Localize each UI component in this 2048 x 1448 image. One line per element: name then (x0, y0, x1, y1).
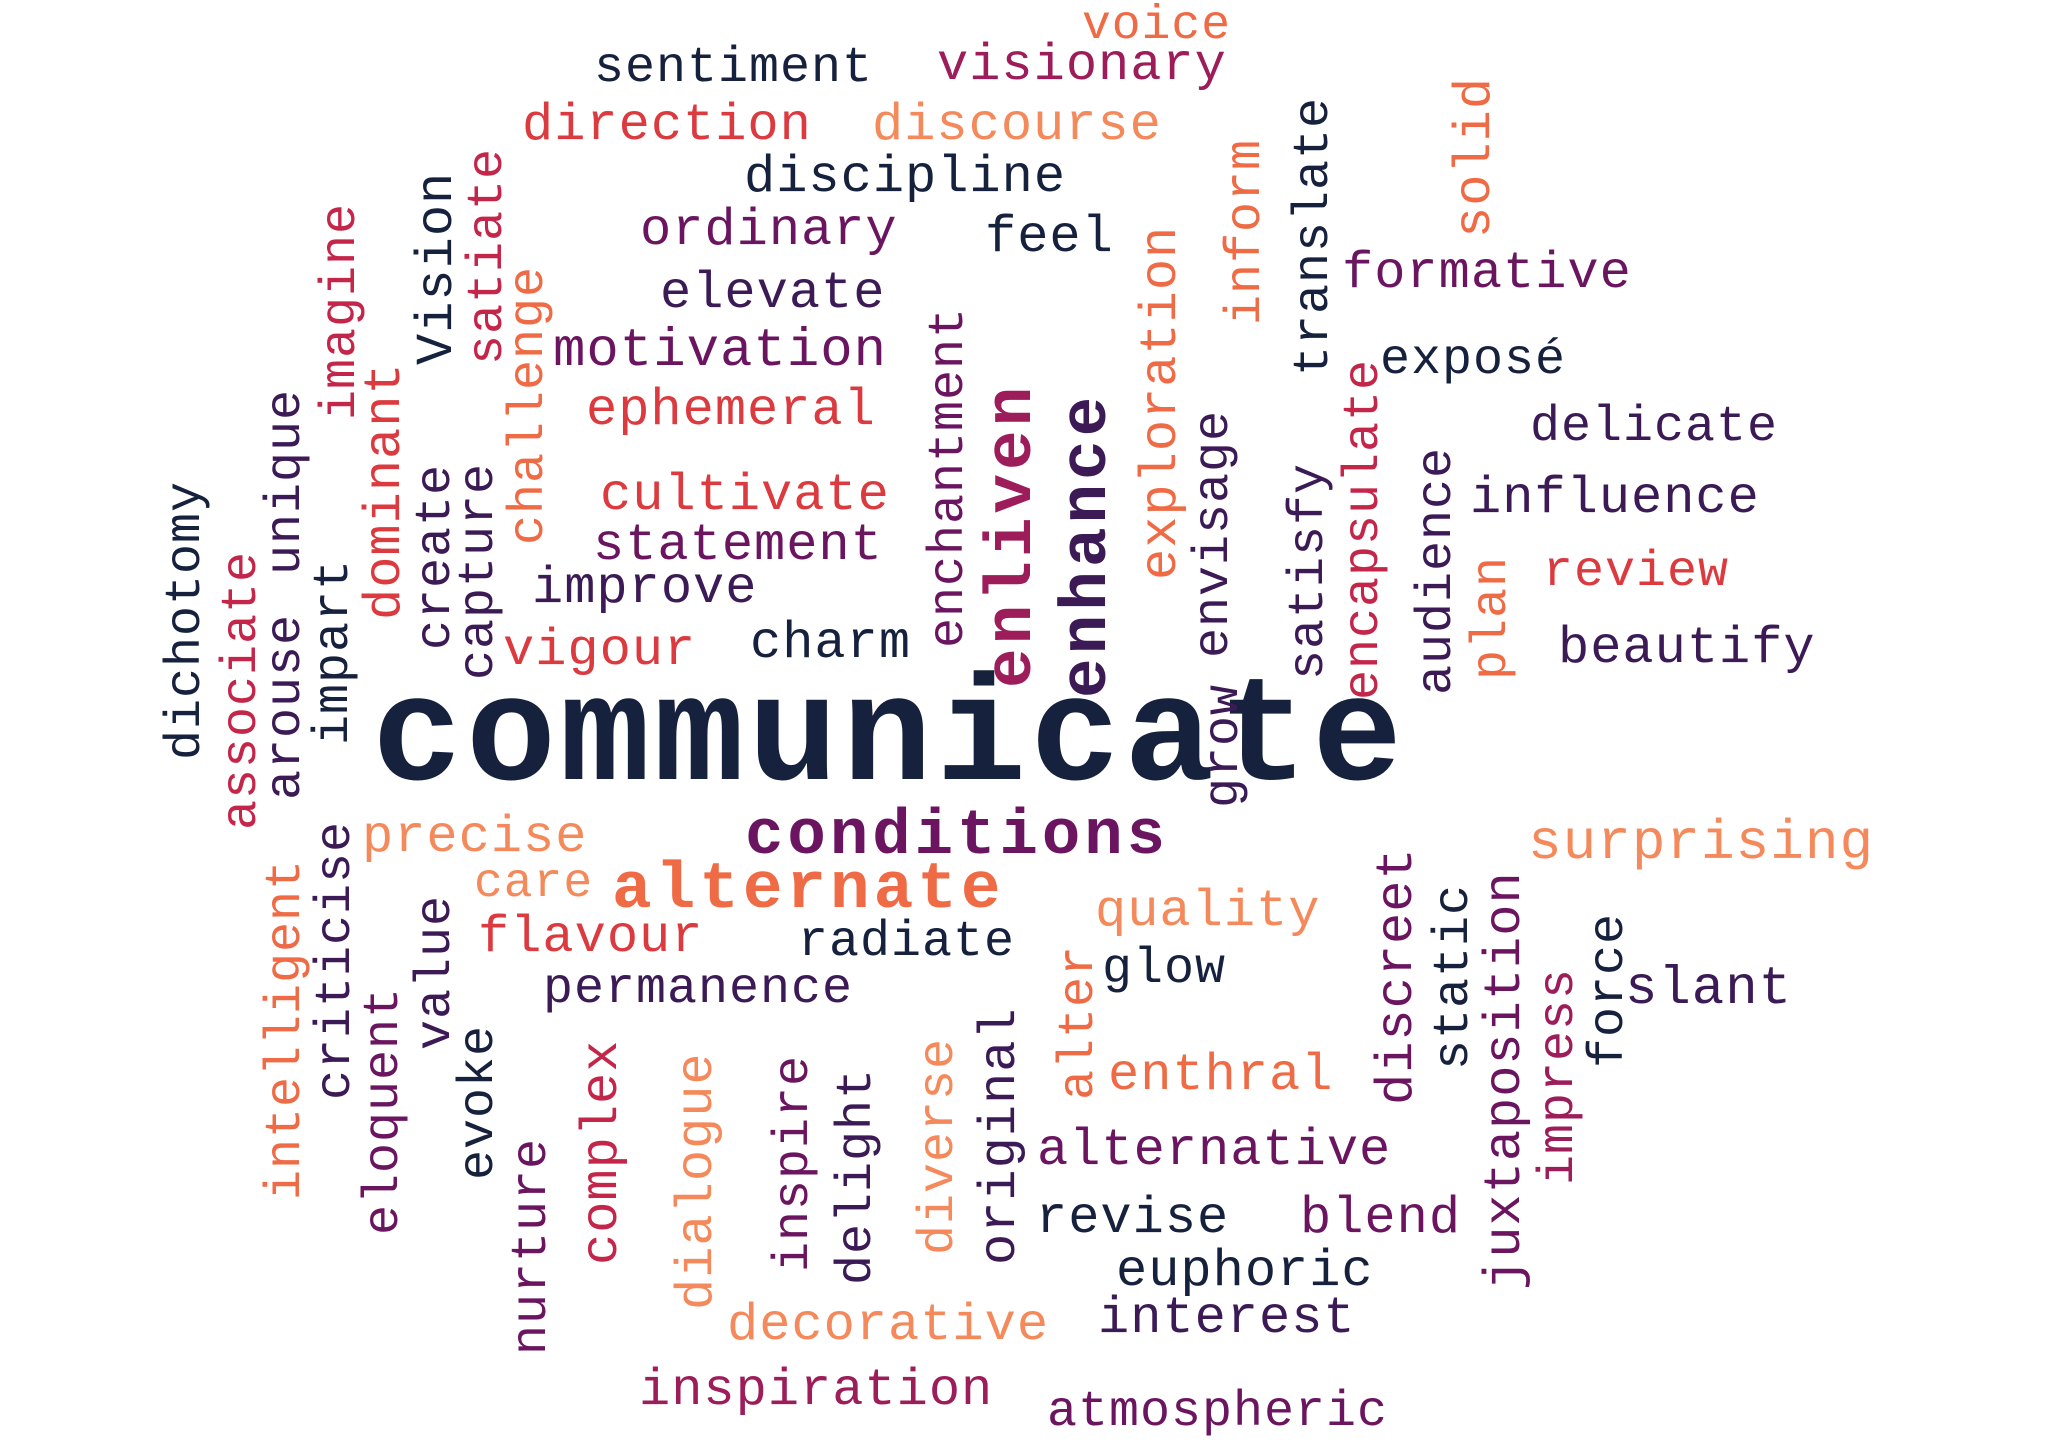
word-criticise: criticise (308, 820, 365, 1100)
word-elevate: elevate (660, 264, 886, 323)
word-enchantment: enchantment (921, 306, 978, 648)
word-plan: plan (1464, 555, 1521, 680)
word-unique: unique (258, 388, 315, 575)
word-slant: slant (1625, 959, 1793, 1020)
word-discipline: discipline (744, 148, 1067, 207)
word-enhance: enhance (1050, 392, 1125, 698)
word-direction: direction (522, 96, 812, 155)
word-permanence: permanence (543, 961, 854, 1018)
word-encapsulate: encapsulate (1336, 358, 1393, 700)
word-diverse: diverse (911, 1037, 968, 1255)
word-envisage: envisage (1186, 409, 1243, 658)
word-ephemeral: ephemeral (586, 381, 876, 440)
word-sentiment: sentiment (594, 40, 874, 97)
word-exploration: exploration (1132, 225, 1191, 580)
word-dialogue: dialogue (668, 1052, 727, 1310)
word-feel: feel (985, 208, 1114, 267)
word-glow: glow (1102, 941, 1227, 998)
word-communicate: communicate (372, 655, 1407, 825)
word-impart: impart (306, 558, 363, 745)
word-translate: translate (1286, 96, 1343, 376)
word-inspiration: inspiration (639, 1361, 994, 1420)
word-surprising: surprising (1528, 811, 1875, 875)
word-radiate: radiate (798, 914, 1016, 971)
word-solid: solid (1446, 76, 1505, 238)
word-inform: inform (1218, 138, 1275, 325)
word-statement: statement (593, 516, 883, 575)
word-alternate: alternate (612, 852, 1005, 927)
word-conditions: conditions (745, 801, 1170, 873)
word-dichotomy: dichotomy (158, 480, 215, 760)
word-alter: alter (1051, 944, 1108, 1100)
word-influence: influence (1470, 469, 1760, 528)
word-euphoric: euphoric (1116, 1242, 1374, 1301)
word-nurture: nurture (504, 1137, 561, 1355)
word-decorative: decorative (727, 1296, 1050, 1355)
word-eloquent: eloquent (356, 986, 413, 1235)
word-motivation: motivation (553, 321, 888, 382)
word-enthral: enthral (1108, 1046, 1334, 1105)
word-delight: delight (829, 1067, 886, 1285)
word-grow: grow (1196, 683, 1253, 808)
word-charm: charm (750, 614, 912, 673)
word-cultivate: cultivate (600, 466, 890, 525)
word-inspire: inspire (766, 1054, 823, 1272)
word-improve: improve (532, 559, 758, 618)
word-delicate: delicate (1530, 399, 1779, 456)
word-intelligent: intelligent (258, 858, 315, 1200)
word-vision: Vision (408, 171, 467, 365)
word-capture: capture (451, 462, 508, 680)
word-care: care (474, 857, 594, 911)
word-interest: interest (1098, 1289, 1356, 1348)
word-flavour: flavour (478, 908, 704, 967)
word-precise: precise (362, 808, 588, 867)
word-static: static (1426, 883, 1483, 1070)
word-revise: revise (1036, 1189, 1230, 1248)
word-complex: complex (573, 1039, 632, 1265)
word-discreet: discreet (1368, 847, 1427, 1105)
word-vigour: vigour (503, 621, 697, 680)
word-review: review (1543, 544, 1730, 601)
word-alternative: alternative (1037, 1121, 1392, 1180)
word-formative: formative (1342, 244, 1632, 303)
word-force: force (1581, 912, 1638, 1068)
word-evoke: evoke (451, 1024, 508, 1180)
word-expose: exposé (1380, 332, 1567, 389)
word-atmospheric: atmospheric (1047, 1384, 1389, 1441)
word-arouse: arouse (258, 613, 315, 800)
word-audience: audience (1409, 446, 1466, 695)
word-blend: blend (1300, 1189, 1462, 1248)
word-impress: impress (1531, 967, 1588, 1185)
word-discourse: discourse (872, 96, 1162, 155)
word-voice: voice (1082, 0, 1232, 53)
word-challenge: challenge (501, 265, 558, 545)
word-original: original (971, 1007, 1030, 1265)
word-dominant: dominant (356, 362, 415, 620)
word-satisfy: satisfy (1281, 462, 1338, 680)
word-ordinary: ordinary (640, 201, 898, 260)
word-beautify: beautify (1558, 619, 1816, 678)
word-enliven: enliven (975, 382, 1050, 688)
word-visionary: visionary (937, 36, 1227, 95)
word-quality: quality (1095, 882, 1321, 941)
word-juxtaposition: juxtaposition (1476, 871, 1535, 1290)
